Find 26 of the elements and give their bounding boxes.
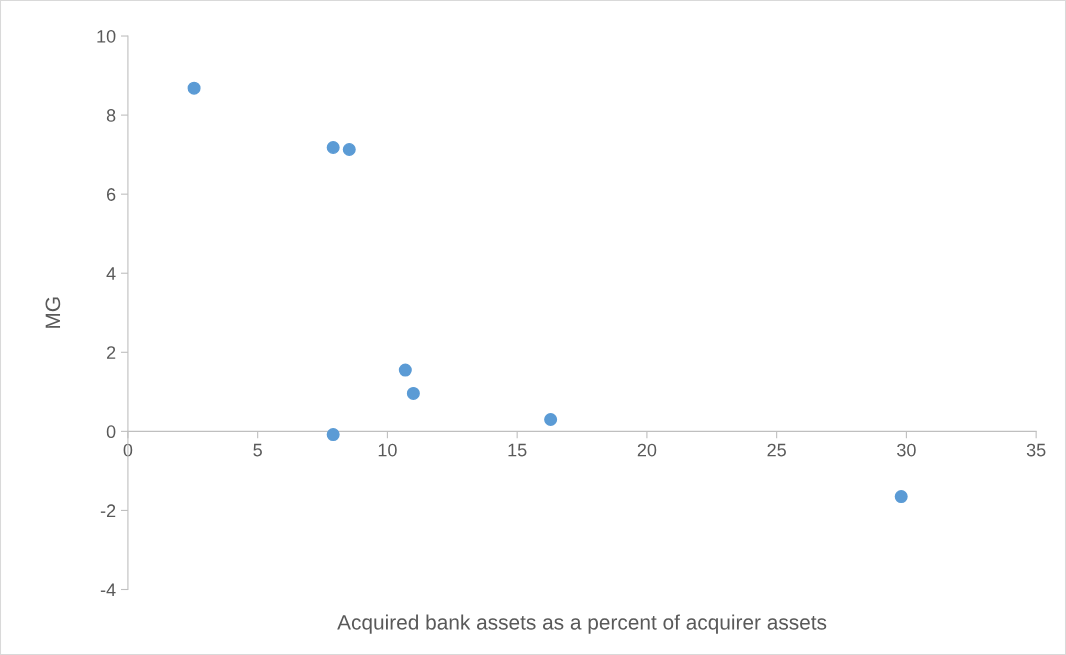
point: [187, 81, 201, 95]
y-tick-label: 10: [97, 29, 116, 43]
x-tick-label: 35: [1026, 443, 1046, 457]
point: [894, 490, 908, 504]
x-tick-label: 0: [123, 443, 133, 457]
y-tick-label: 2: [106, 346, 116, 359]
x-tick-label: 5: [253, 443, 262, 457]
y-tick-label: 0: [106, 425, 116, 439]
x-tick-label: 20: [637, 443, 657, 457]
x-tick-label: 30: [897, 443, 916, 457]
y-tick-label: -4: [100, 583, 116, 597]
point: [544, 412, 558, 427]
x-tick-label: 10: [378, 443, 397, 457]
x-tick-label: 15: [508, 443, 527, 457]
point: [326, 428, 340, 442]
point: [326, 141, 340, 155]
x-axis-title: Acquired bank assets as a percent of acquirer assets: [337, 614, 827, 634]
x-tick-label: 25: [767, 443, 786, 457]
point: [342, 142, 356, 156]
point: [406, 386, 420, 400]
y-axis-title: MG: [45, 297, 61, 328]
point: [398, 363, 412, 377]
y-tick-label: 4: [106, 267, 116, 280]
y-tick-label: -2: [100, 504, 116, 517]
y-tick-label: 8: [106, 109, 116, 122]
y-tick-label: 6: [106, 188, 116, 201]
